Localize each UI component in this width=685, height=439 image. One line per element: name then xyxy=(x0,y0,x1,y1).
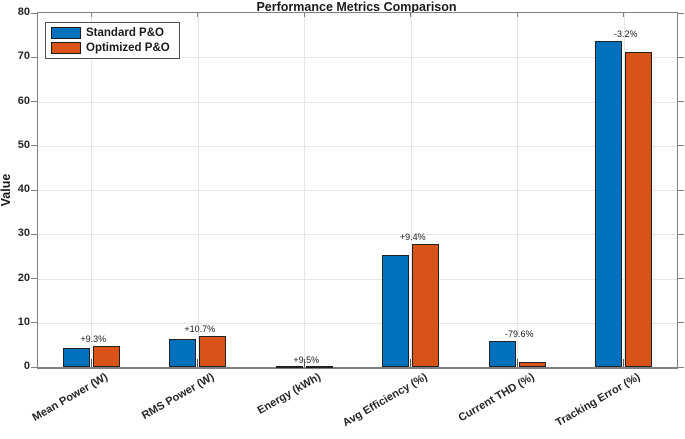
legend-label-optimized: Optimized P&O xyxy=(86,42,170,54)
bar-annotation: +9.5% xyxy=(293,354,320,365)
bar-standard-1 xyxy=(169,338,197,367)
y-tick-right xyxy=(678,278,684,279)
bar-standard-2 xyxy=(275,366,303,368)
y-tick-left xyxy=(31,145,37,147)
legend-swatch-standard-color xyxy=(51,27,81,39)
x-tick-label: Mean Power (W) xyxy=(30,371,111,424)
y-tick-left xyxy=(31,12,37,14)
bar-annotation: -3.2% xyxy=(613,29,638,40)
h-gridline xyxy=(38,234,677,236)
y-tick-label: 30 xyxy=(17,227,30,240)
x-tick-top xyxy=(197,13,199,17)
y-tick-right xyxy=(678,12,684,14)
x-tick-top xyxy=(303,13,305,17)
y-tick-left xyxy=(31,278,37,279)
v-gridline xyxy=(517,13,519,367)
x-tick-top xyxy=(90,13,92,17)
bar-standard-5 xyxy=(595,41,623,367)
x-tick-bottom xyxy=(410,359,412,367)
y-tick-left xyxy=(31,101,37,102)
y-tick-right xyxy=(678,145,684,147)
bar-optimized-2 xyxy=(305,366,333,368)
y-tick-label: 10 xyxy=(17,315,30,328)
x-tick-bottom xyxy=(623,359,625,367)
legend-label-standard: Standard P&O xyxy=(86,27,164,39)
y-tick-right xyxy=(678,233,684,235)
y-tick-right xyxy=(678,101,684,102)
y-tick-left xyxy=(31,189,37,191)
h-gridline xyxy=(38,278,677,280)
y-tick-label: 40 xyxy=(17,183,30,195)
bar-optimized-5 xyxy=(625,51,653,367)
legend: Standard P&O Optimized P&O xyxy=(45,22,180,59)
bar-optimized-3 xyxy=(412,243,440,367)
legend-item-standard: Standard P&O xyxy=(51,27,170,39)
bar-annotation: +9.4% xyxy=(399,231,426,242)
y-tick-right xyxy=(678,189,684,191)
y-tick-label: 70 xyxy=(17,50,30,63)
x-tick-label: RMS Power (W) xyxy=(140,371,217,423)
x-tick-label: Energy (kWh) xyxy=(255,371,324,417)
h-gridline xyxy=(38,190,677,191)
y-tick-label: 0 xyxy=(23,360,30,372)
bar-annotation: +9.3% xyxy=(80,333,107,344)
y-tick-label: 50 xyxy=(17,138,30,151)
x-tick-bottom xyxy=(303,359,305,367)
x-tick-bottom xyxy=(197,359,199,367)
bar-standard-0 xyxy=(62,347,90,367)
y-tick-left xyxy=(31,56,37,58)
chart-title: Performance Metrics Comparison xyxy=(256,0,457,14)
legend-item-optimized: Optimized P&O xyxy=(51,42,170,54)
x-tick-top xyxy=(516,13,518,17)
v-gridline xyxy=(410,13,412,367)
x-tick-top xyxy=(410,13,412,17)
x-tick-bottom xyxy=(90,359,92,367)
x-tick-bottom xyxy=(516,359,518,367)
y-tick-left xyxy=(31,233,37,235)
y-tick-right xyxy=(678,56,684,58)
bar-optimized-1 xyxy=(199,335,227,367)
y-tick-label: 60 xyxy=(17,94,30,107)
bar-standard-3 xyxy=(382,254,410,367)
x-tick-top xyxy=(623,13,625,17)
plot-area: +9.3% +10.7% +9.5% +9.4% -79.6% -3.2% xyxy=(31,12,684,369)
h-gridline xyxy=(38,322,677,324)
v-gridline xyxy=(197,13,199,367)
x-tick-label: Tracking Error (%) xyxy=(554,371,643,430)
y-tick-label: 20 xyxy=(17,271,30,284)
bar-optimized-4 xyxy=(518,361,546,367)
x-tick-label: Avg Efficiency (%) xyxy=(340,371,430,430)
bar-annotation: -79.6% xyxy=(504,328,534,339)
bar-annotation: +10.7% xyxy=(184,323,216,334)
v-gridline xyxy=(304,13,306,367)
v-gridline xyxy=(91,13,93,367)
x-tick-label: Current THD (%) xyxy=(456,371,537,425)
h-gridline xyxy=(38,145,677,147)
h-gridline xyxy=(38,101,677,103)
bar-optimized-0 xyxy=(92,345,120,367)
h-gridline xyxy=(38,57,677,59)
y-tick-right xyxy=(678,366,684,368)
legend-swatch-optimized-color xyxy=(51,42,81,54)
y-tick-left xyxy=(31,322,37,324)
y-tick-right xyxy=(678,322,684,324)
v-gridline xyxy=(623,13,625,367)
y-tick-left xyxy=(31,366,37,368)
y-tick-label: 80 xyxy=(17,6,30,18)
bar-standard-4 xyxy=(488,340,516,367)
